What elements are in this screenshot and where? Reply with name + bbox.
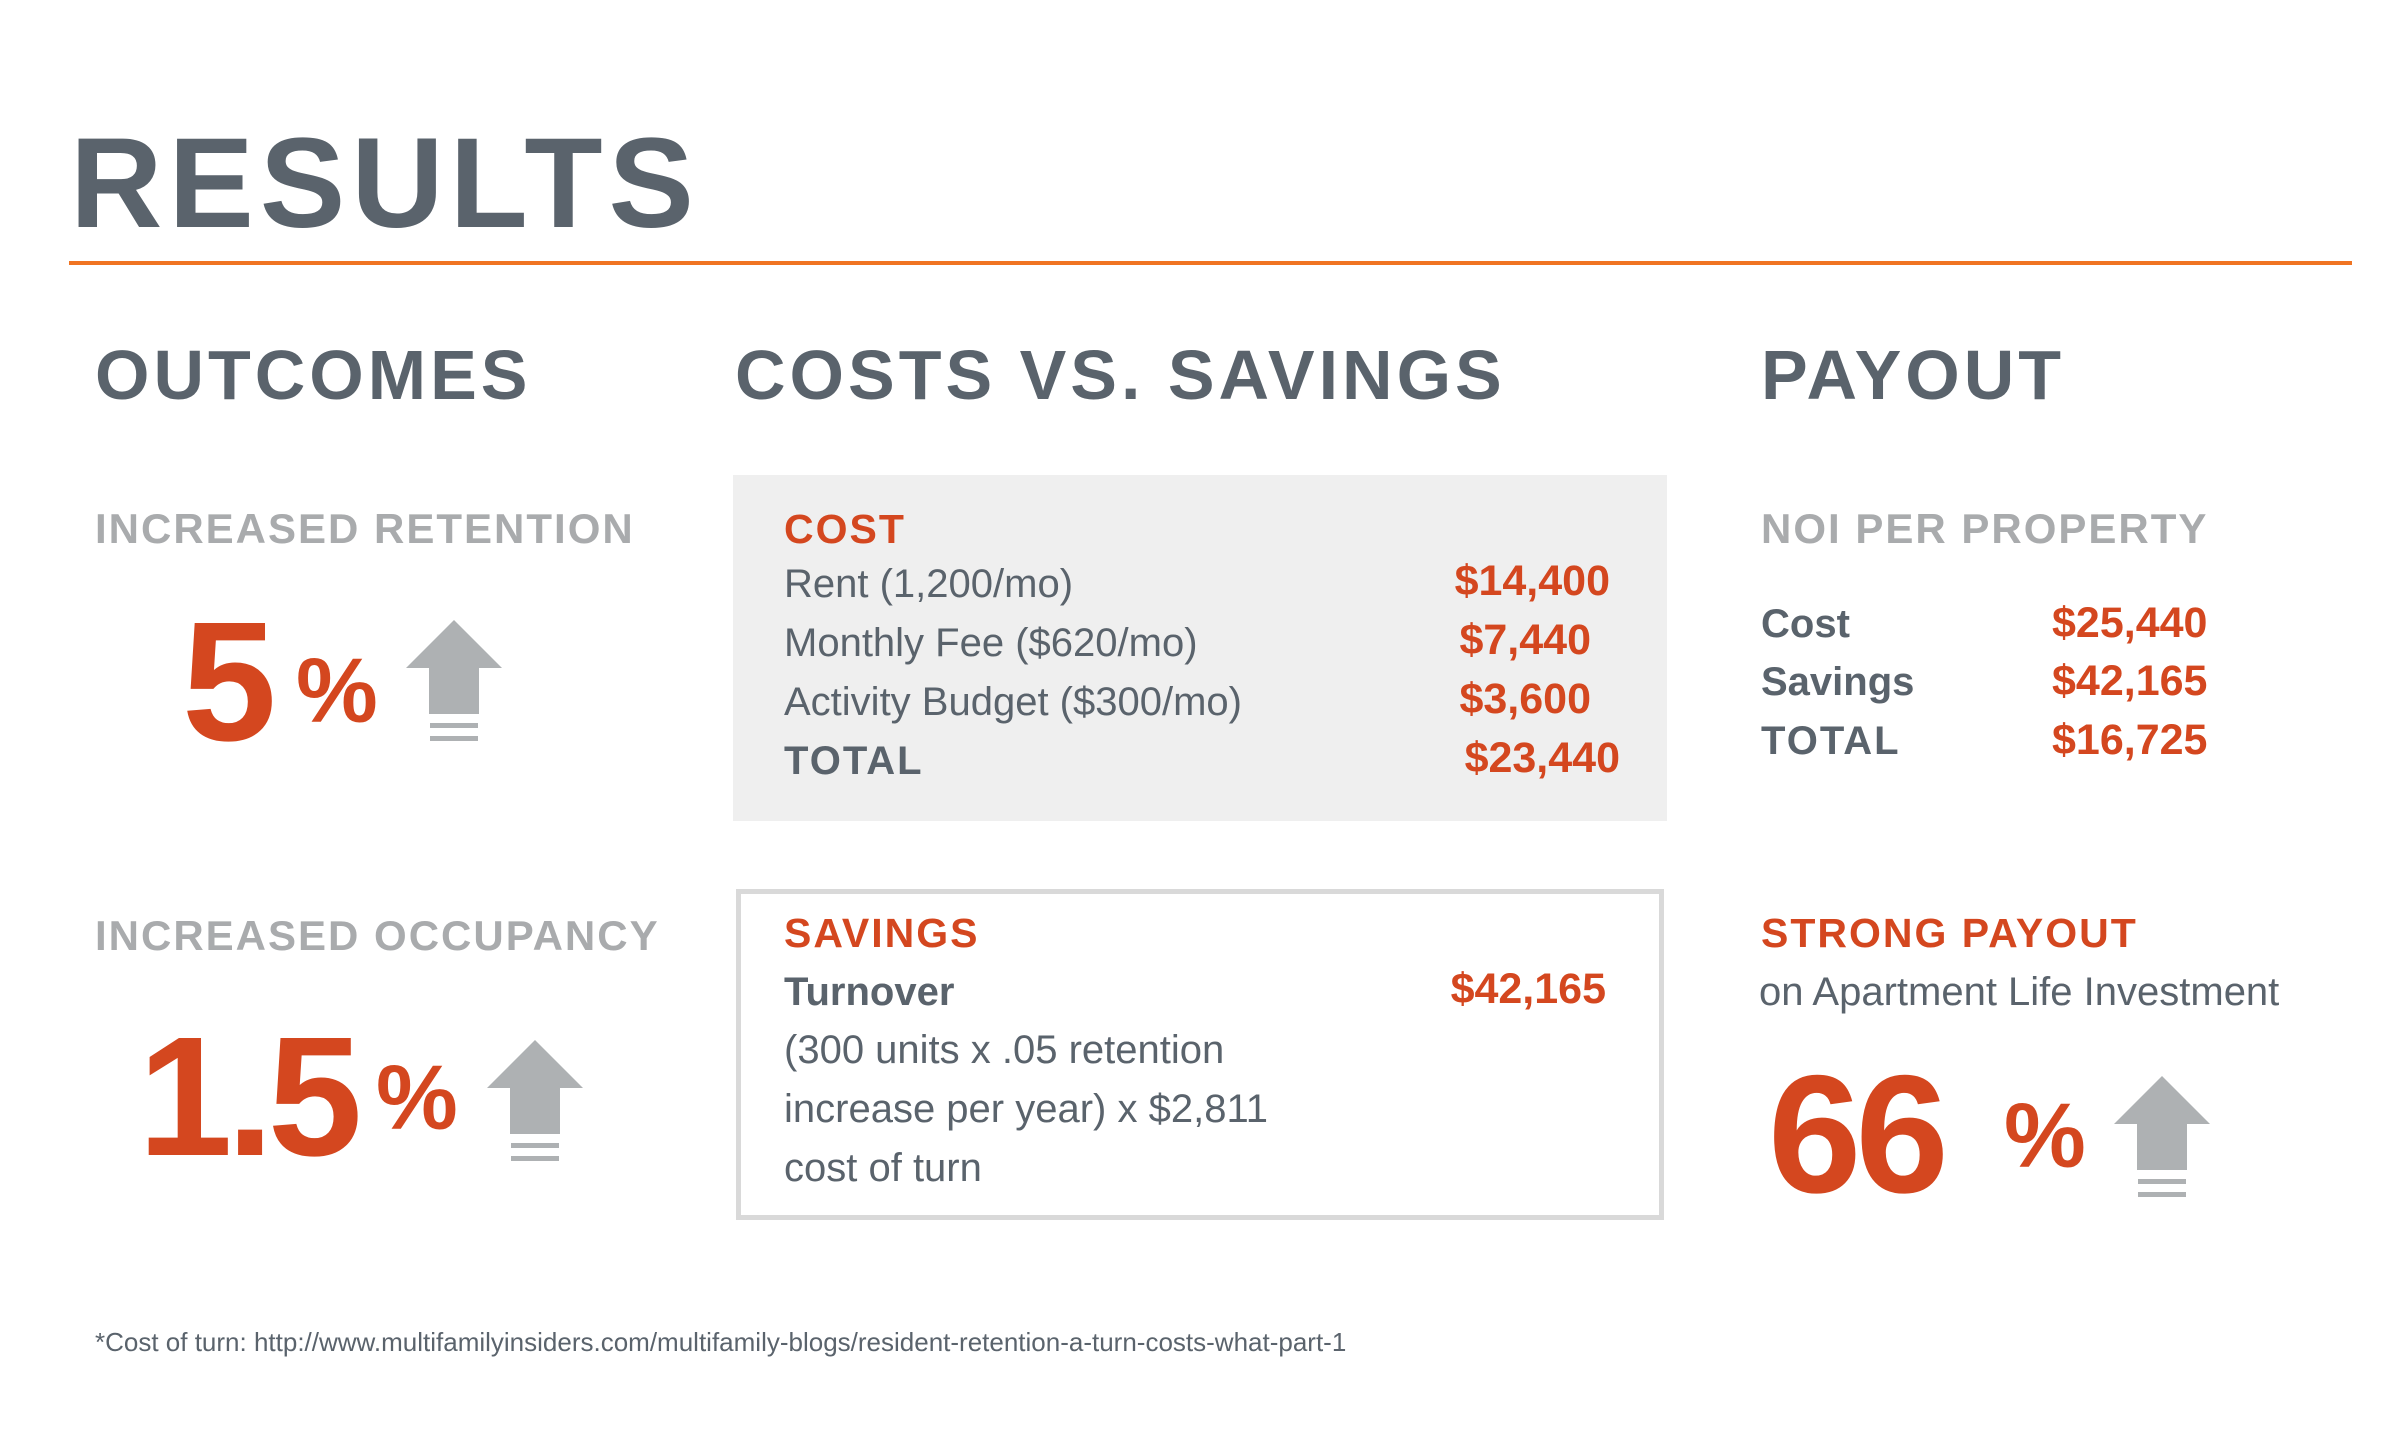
- cost-row-label: Monthly Fee ($620/mo): [784, 621, 1198, 665]
- savings-value: $42,165: [1450, 965, 1606, 1013]
- savings-note: increase per year) x $2,811: [784, 1087, 1268, 1131]
- arrow-up-icon: [406, 620, 502, 741]
- occupancy-label: INCREASED OCCUPANCY: [95, 912, 660, 959]
- strong-payout-subtitle: on Apartment Life Investment: [1759, 970, 2280, 1014]
- savings-box: [736, 889, 1664, 1220]
- title-divider: [69, 261, 2352, 265]
- strong-payout-label: STRONG PAYOUT: [1761, 910, 2138, 956]
- payout-value: 66: [1768, 1040, 1949, 1228]
- payout-row-label: Cost: [1761, 602, 1850, 646]
- cost-row-value: $14,400: [1454, 557, 1610, 605]
- payout-total-label: TOTAL: [1761, 719, 1901, 763]
- savings-note: cost of turn: [784, 1146, 982, 1190]
- retention-unit: %: [296, 640, 378, 742]
- cost-row-value: $3,600: [1459, 675, 1591, 723]
- cost-row-label: Activity Budget ($300/mo): [784, 680, 1242, 724]
- costs-heading: COSTS VS. SAVINGS: [735, 336, 1506, 414]
- occupancy-unit: %: [376, 1047, 458, 1149]
- arrow-up-icon: [2114, 1076, 2210, 1197]
- payout-heading: PAYOUT: [1761, 336, 2066, 414]
- outcomes-heading: OUTCOMES: [95, 336, 532, 414]
- cost-row-value: $7,440: [1459, 616, 1591, 664]
- arrow-up-icon: [487, 1040, 583, 1161]
- footnote: *Cost of turn: http://www.multifamilyins…: [95, 1327, 1347, 1357]
- payout-row-value: $42,165: [2052, 657, 2208, 705]
- payout-unit: %: [2004, 1085, 2086, 1187]
- savings-item: Turnover: [784, 970, 955, 1014]
- payout-total-value: $16,725: [2052, 716, 2208, 764]
- cost-box: [733, 475, 1667, 821]
- savings-label: SAVINGS: [784, 910, 980, 956]
- cost-label: COST: [784, 506, 906, 552]
- payout-row-value: $25,440: [2052, 599, 2208, 647]
- noi-label: NOI PER PROPERTY: [1761, 505, 2209, 552]
- cost-total-label: TOTAL: [784, 739, 924, 783]
- occupancy-value: 1.5: [138, 1002, 362, 1192]
- page-title: RESULTS: [70, 112, 700, 255]
- payout-row-label: Savings: [1761, 660, 1915, 704]
- savings-note: (300 units x .05 retention: [784, 1028, 1225, 1072]
- cost-row-label: Rent (1,200/mo): [784, 562, 1074, 606]
- retention-label: INCREASED RETENTION: [95, 505, 635, 552]
- retention-value: 5: [182, 587, 277, 777]
- cost-total-value: $23,440: [1464, 734, 1620, 782]
